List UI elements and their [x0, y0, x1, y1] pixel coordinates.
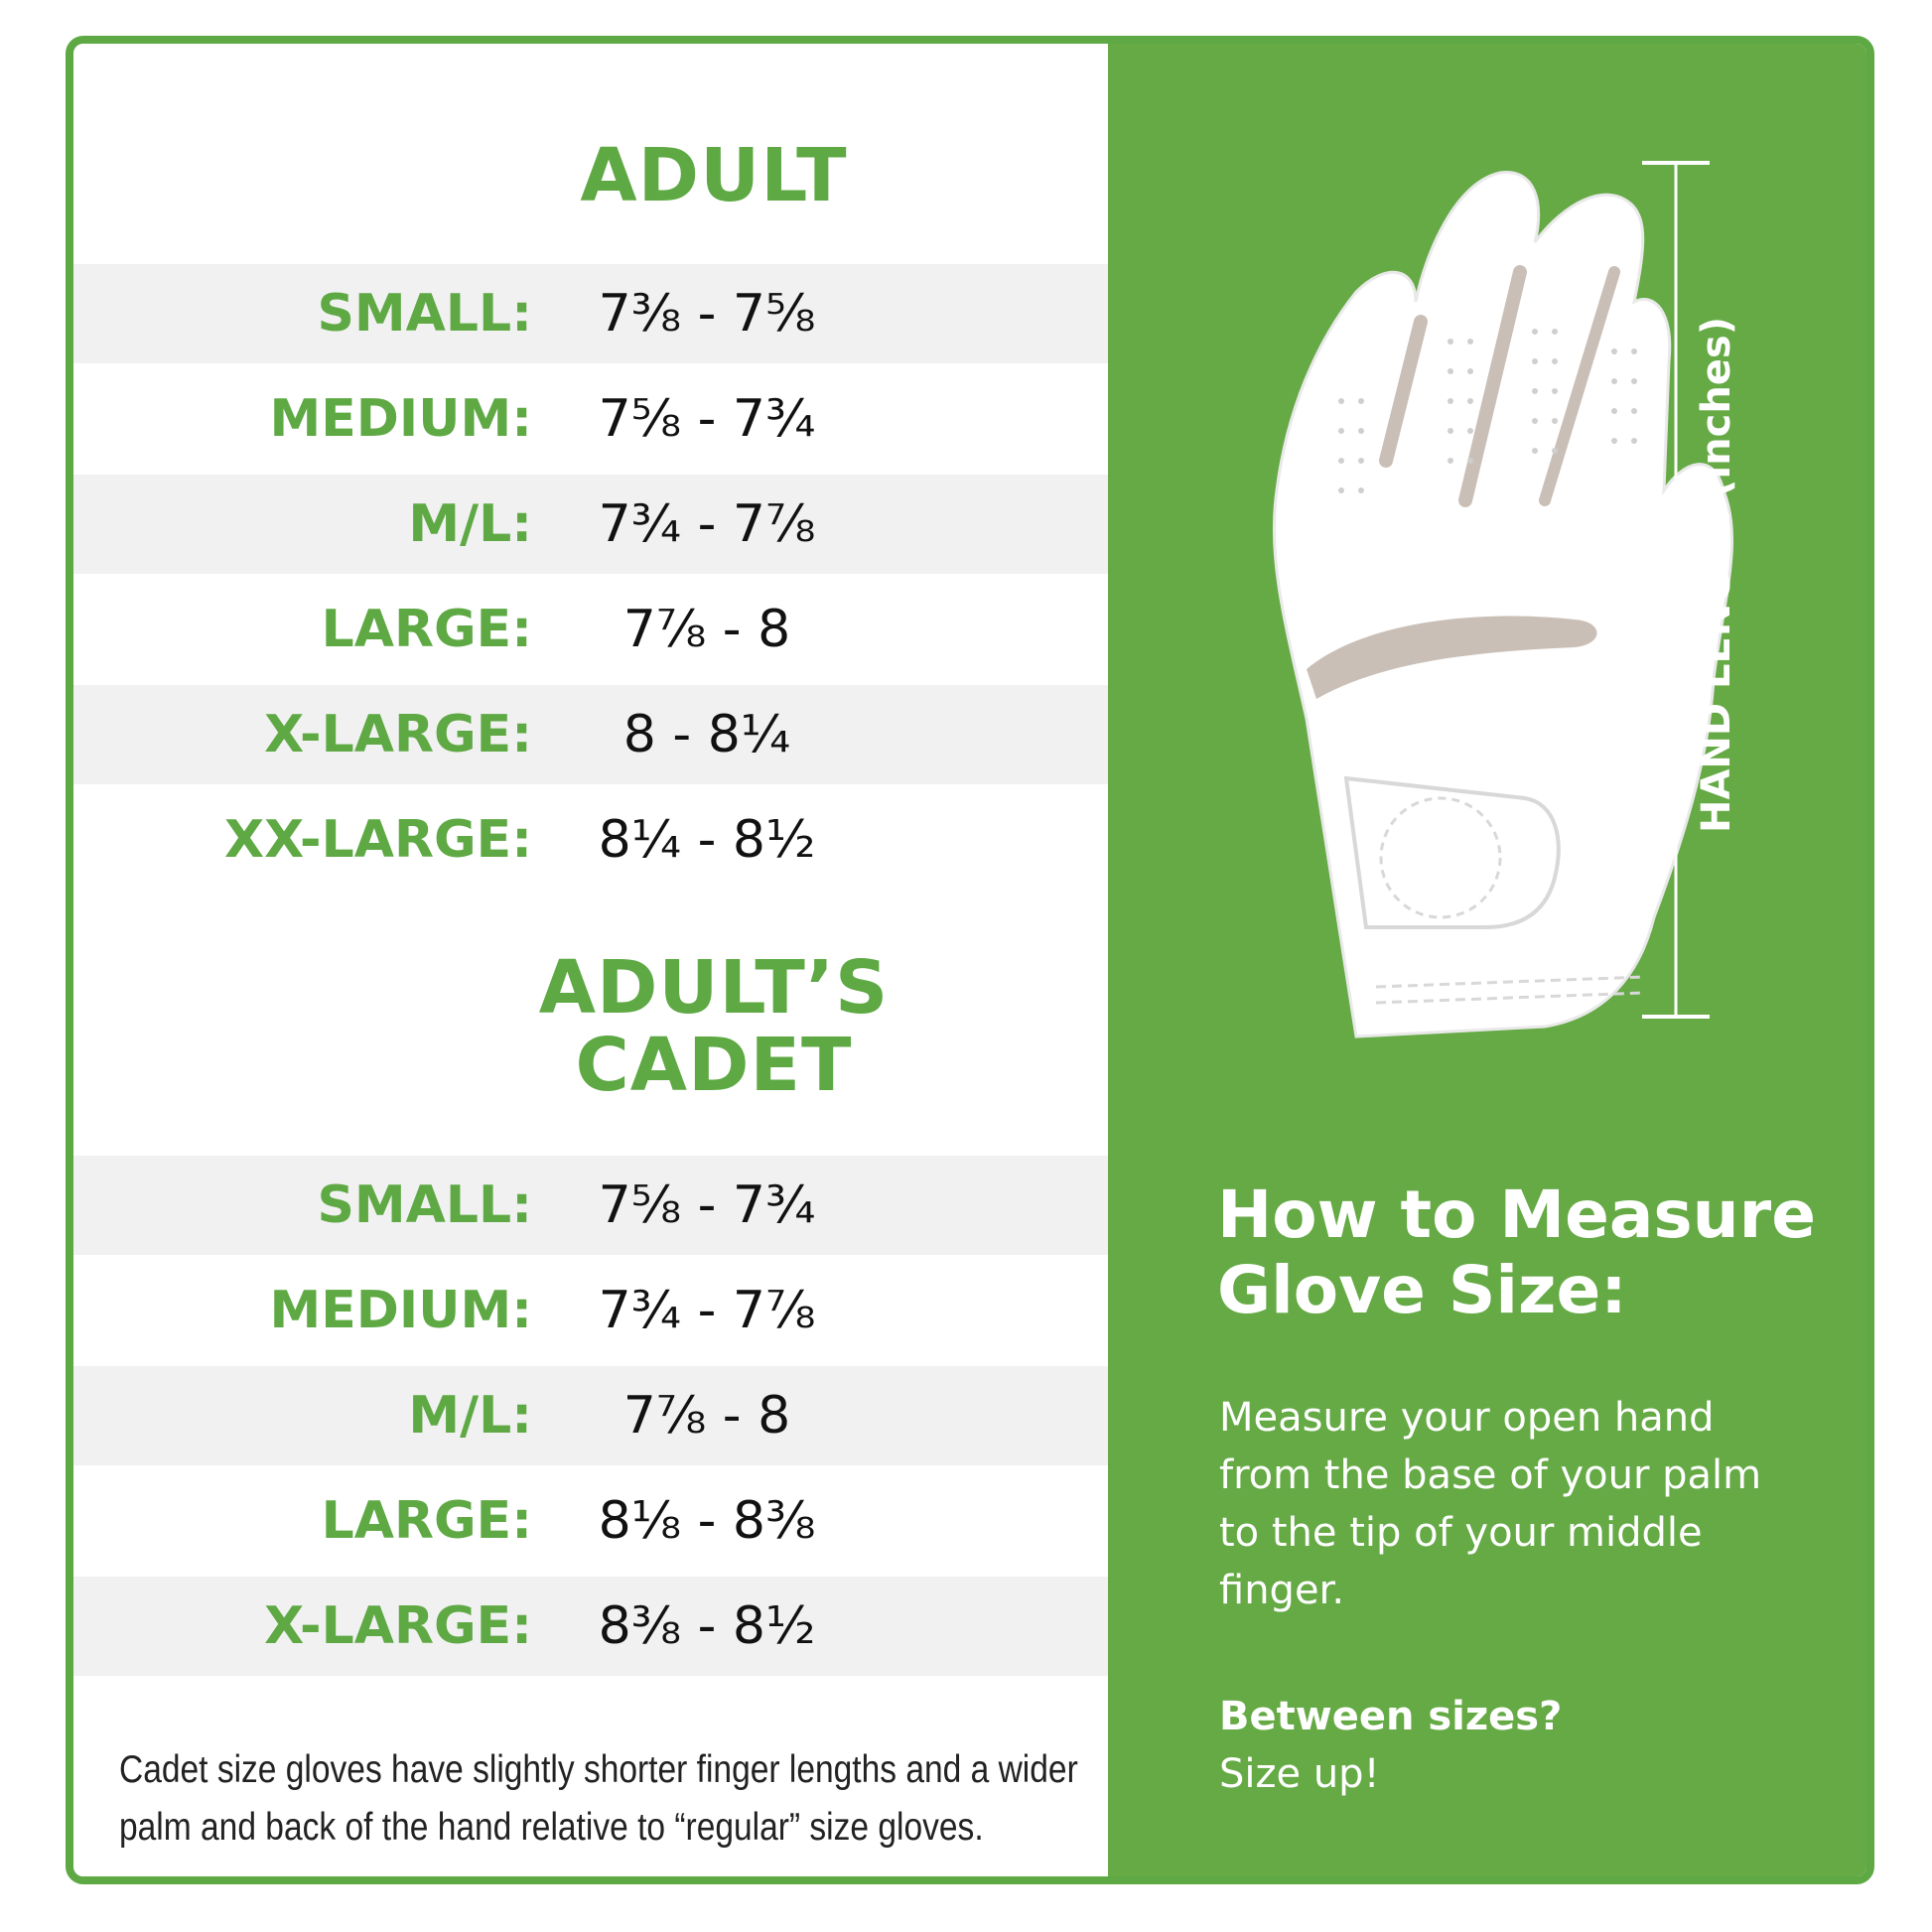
size-label: M/L:	[408, 1386, 532, 1446]
instruction-line: to the tip of your middle	[1219, 1510, 1703, 1556]
size-range: 7¾ - 7⅞	[598, 1281, 816, 1340]
adult-row-large: LARGE: 7⅞ - 8	[73, 580, 1108, 679]
size-label: MEDIUM:	[269, 389, 532, 449]
size-label: X-LARGE:	[264, 705, 532, 764]
between-sizes-answer: Size up!	[1219, 1751, 1380, 1797]
size-range: 8 - 8¼	[622, 705, 791, 764]
instruction-line: finger.	[1219, 1568, 1345, 1613]
size-label: SMALL:	[317, 1175, 532, 1235]
cadet-row-xlarge: X-LARGE: 8⅜ - 8½	[73, 1577, 1108, 1676]
size-label: MEDIUM:	[269, 1281, 532, 1340]
size-range: 7⅞ - 8	[622, 600, 791, 659]
size-range: 8¼ - 8½	[598, 810, 816, 870]
cadet-heading-line2: CADET	[575, 1023, 853, 1108]
adult-row-xlarge: X-LARGE: 8 - 8¼	[73, 685, 1108, 784]
size-range: 7⅞ - 8	[622, 1386, 791, 1446]
adult-row-small: SMALL: 7⅜ - 7⅝	[73, 264, 1108, 363]
instruction-line: from the base of your palm	[1219, 1452, 1762, 1498]
size-label: M/L:	[408, 494, 532, 554]
how-to-measure-title: How to Measure Glove Size:	[1217, 1177, 1853, 1328]
cadet-row-small: SMALL: 7⅝ - 7¾	[73, 1156, 1108, 1255]
cadet-footnote-line1: Cadet size gloves have slightly shorter …	[119, 1748, 1078, 1791]
cadet-footnote-line2: palm and back of the hand relative to “r…	[119, 1806, 984, 1849]
instruction-line: Measure your open hand	[1219, 1395, 1715, 1441]
between-sizes-question: Between sizes?	[1219, 1694, 1563, 1739]
adult-row-ml: M/L: 7¾ - 7⅞	[73, 475, 1108, 574]
cadet-row-medium: MEDIUM: 7¾ - 7⅞	[73, 1261, 1108, 1360]
adult-heading: ADULT	[580, 133, 848, 218]
size-chart-card: ADULT SMALL: 7⅜ - 7⅝ MEDIUM: 7⅝ - 7¾ M/L…	[66, 36, 1874, 1884]
measure-guide-panel: HAND LENGTH (inches) How to Measure Glov…	[1108, 44, 1866, 1876]
how-to-measure-title-line2: Glove Size:	[1217, 1252, 1627, 1328]
size-label: LARGE:	[321, 600, 532, 659]
size-label: LARGE:	[321, 1491, 532, 1551]
measure-instructions: Measure your open hand from the base of …	[1219, 1389, 1855, 1619]
size-range: 7⅜ - 7⅝	[598, 284, 816, 344]
cadet-row-ml: M/L: 7⅞ - 8	[73, 1366, 1108, 1465]
size-label: XX-LARGE:	[224, 810, 532, 870]
size-table-panel: ADULT SMALL: 7⅜ - 7⅝ MEDIUM: 7⅝ - 7¾ M/L…	[73, 44, 1108, 1876]
adult-row-xxlarge: XX-LARGE: 8¼ - 8½	[73, 790, 1108, 890]
size-range: 8⅛ - 8⅜	[598, 1491, 816, 1551]
size-label: SMALL:	[317, 284, 532, 344]
how-to-measure-title-line1: How to Measure	[1217, 1176, 1816, 1253]
size-range: 7⅝ - 7¾	[598, 389, 816, 449]
size-label: X-LARGE:	[264, 1596, 532, 1656]
adult-row-medium: MEDIUM: 7⅝ - 7¾	[73, 369, 1108, 469]
cadet-footnote: Cadet size gloves have slightly shorter …	[119, 1741, 1092, 1857]
cadet-row-large: LARGE: 8⅛ - 8⅜	[73, 1471, 1108, 1571]
hand-length-axis-label: HAND LENGTH (inches)	[1694, 316, 1739, 833]
size-range: 7¾ - 7⅞	[598, 494, 816, 554]
size-range: 8⅜ - 8½	[598, 1596, 816, 1656]
cadet-heading-line1: ADULT’S	[538, 945, 890, 1031]
golf-glove-icon	[1272, 171, 1734, 1038]
measurement-bar-icon	[1642, 161, 1710, 1019]
size-range: 7⅝ - 7¾	[598, 1175, 816, 1235]
cadet-heading: ADULT’S CADET	[391, 949, 1036, 1104]
